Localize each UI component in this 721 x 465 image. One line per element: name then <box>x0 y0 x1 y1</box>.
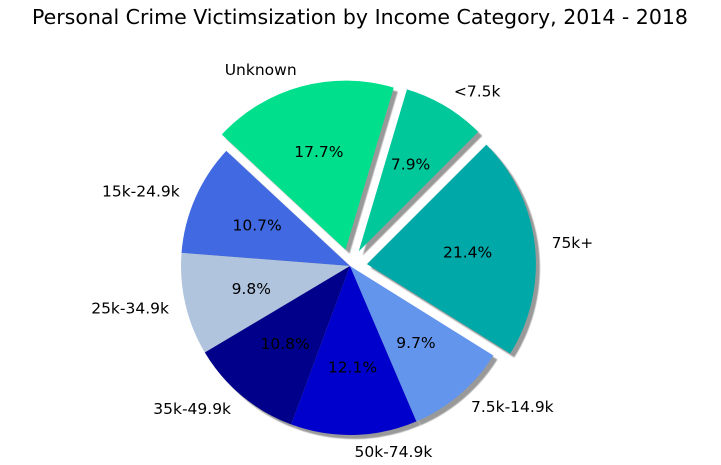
category-label-25k-34-9k: 25k-34.9k <box>91 299 169 317</box>
pie-slice-25k-34-9k <box>181 252 350 353</box>
chart-title: Personal Crime Victimsization by Income … <box>32 5 688 29</box>
pie-slice-15k-24-9k <box>181 150 350 266</box>
pie-slice-50k-74-9k <box>291 266 417 435</box>
pie-slice-7-5k <box>358 89 479 252</box>
category-label-unknown: Unknown <box>225 61 297 79</box>
category-labels: <7.5k Unknown 15k-24.9k 25k-34.9k 35k-49.9k 5… <box>91 61 593 461</box>
category-label-35k-49-9k: 35k-49.9k <box>153 400 231 418</box>
pie-slice-unknown <box>221 80 394 250</box>
category-label-7-5k: <7.5k <box>454 83 501 101</box>
percent-label-7-5k: 7.9% <box>391 155 430 173</box>
percent-label-35k-49-9k: 10.8% <box>260 335 309 353</box>
pie-slices <box>181 80 536 435</box>
category-label-75k: 75k+ <box>552 234 594 252</box>
percent-labels: 7.9% 17.7% 10.7% 9.8% 10.8% 12.1% 9.7% 21.4% <box>232 143 493 377</box>
pie-slice-7-5k-14-9k <box>350 266 494 422</box>
pie-slice-75k <box>366 144 536 354</box>
percent-label-15k-24-9k: 10.7% <box>233 216 282 234</box>
percent-label-25k-34-9k: 9.8% <box>232 280 271 298</box>
category-label-15k-24-9k: 15k-24.9k <box>102 182 180 200</box>
category-label-7-5k-14-9k: 7.5k-14.9k <box>471 398 554 416</box>
percent-label-7-5k-14-9k: 9.7% <box>396 334 435 352</box>
category-label-50k-74-9k: 50k-74.9k <box>355 443 433 461</box>
percent-label-unknown: 17.7% <box>294 143 343 161</box>
percent-label-75k: 21.4% <box>443 244 492 262</box>
pie-slice-35k-49-9k <box>204 266 350 425</box>
percent-label-50k-74-9k: 12.1% <box>328 358 377 376</box>
